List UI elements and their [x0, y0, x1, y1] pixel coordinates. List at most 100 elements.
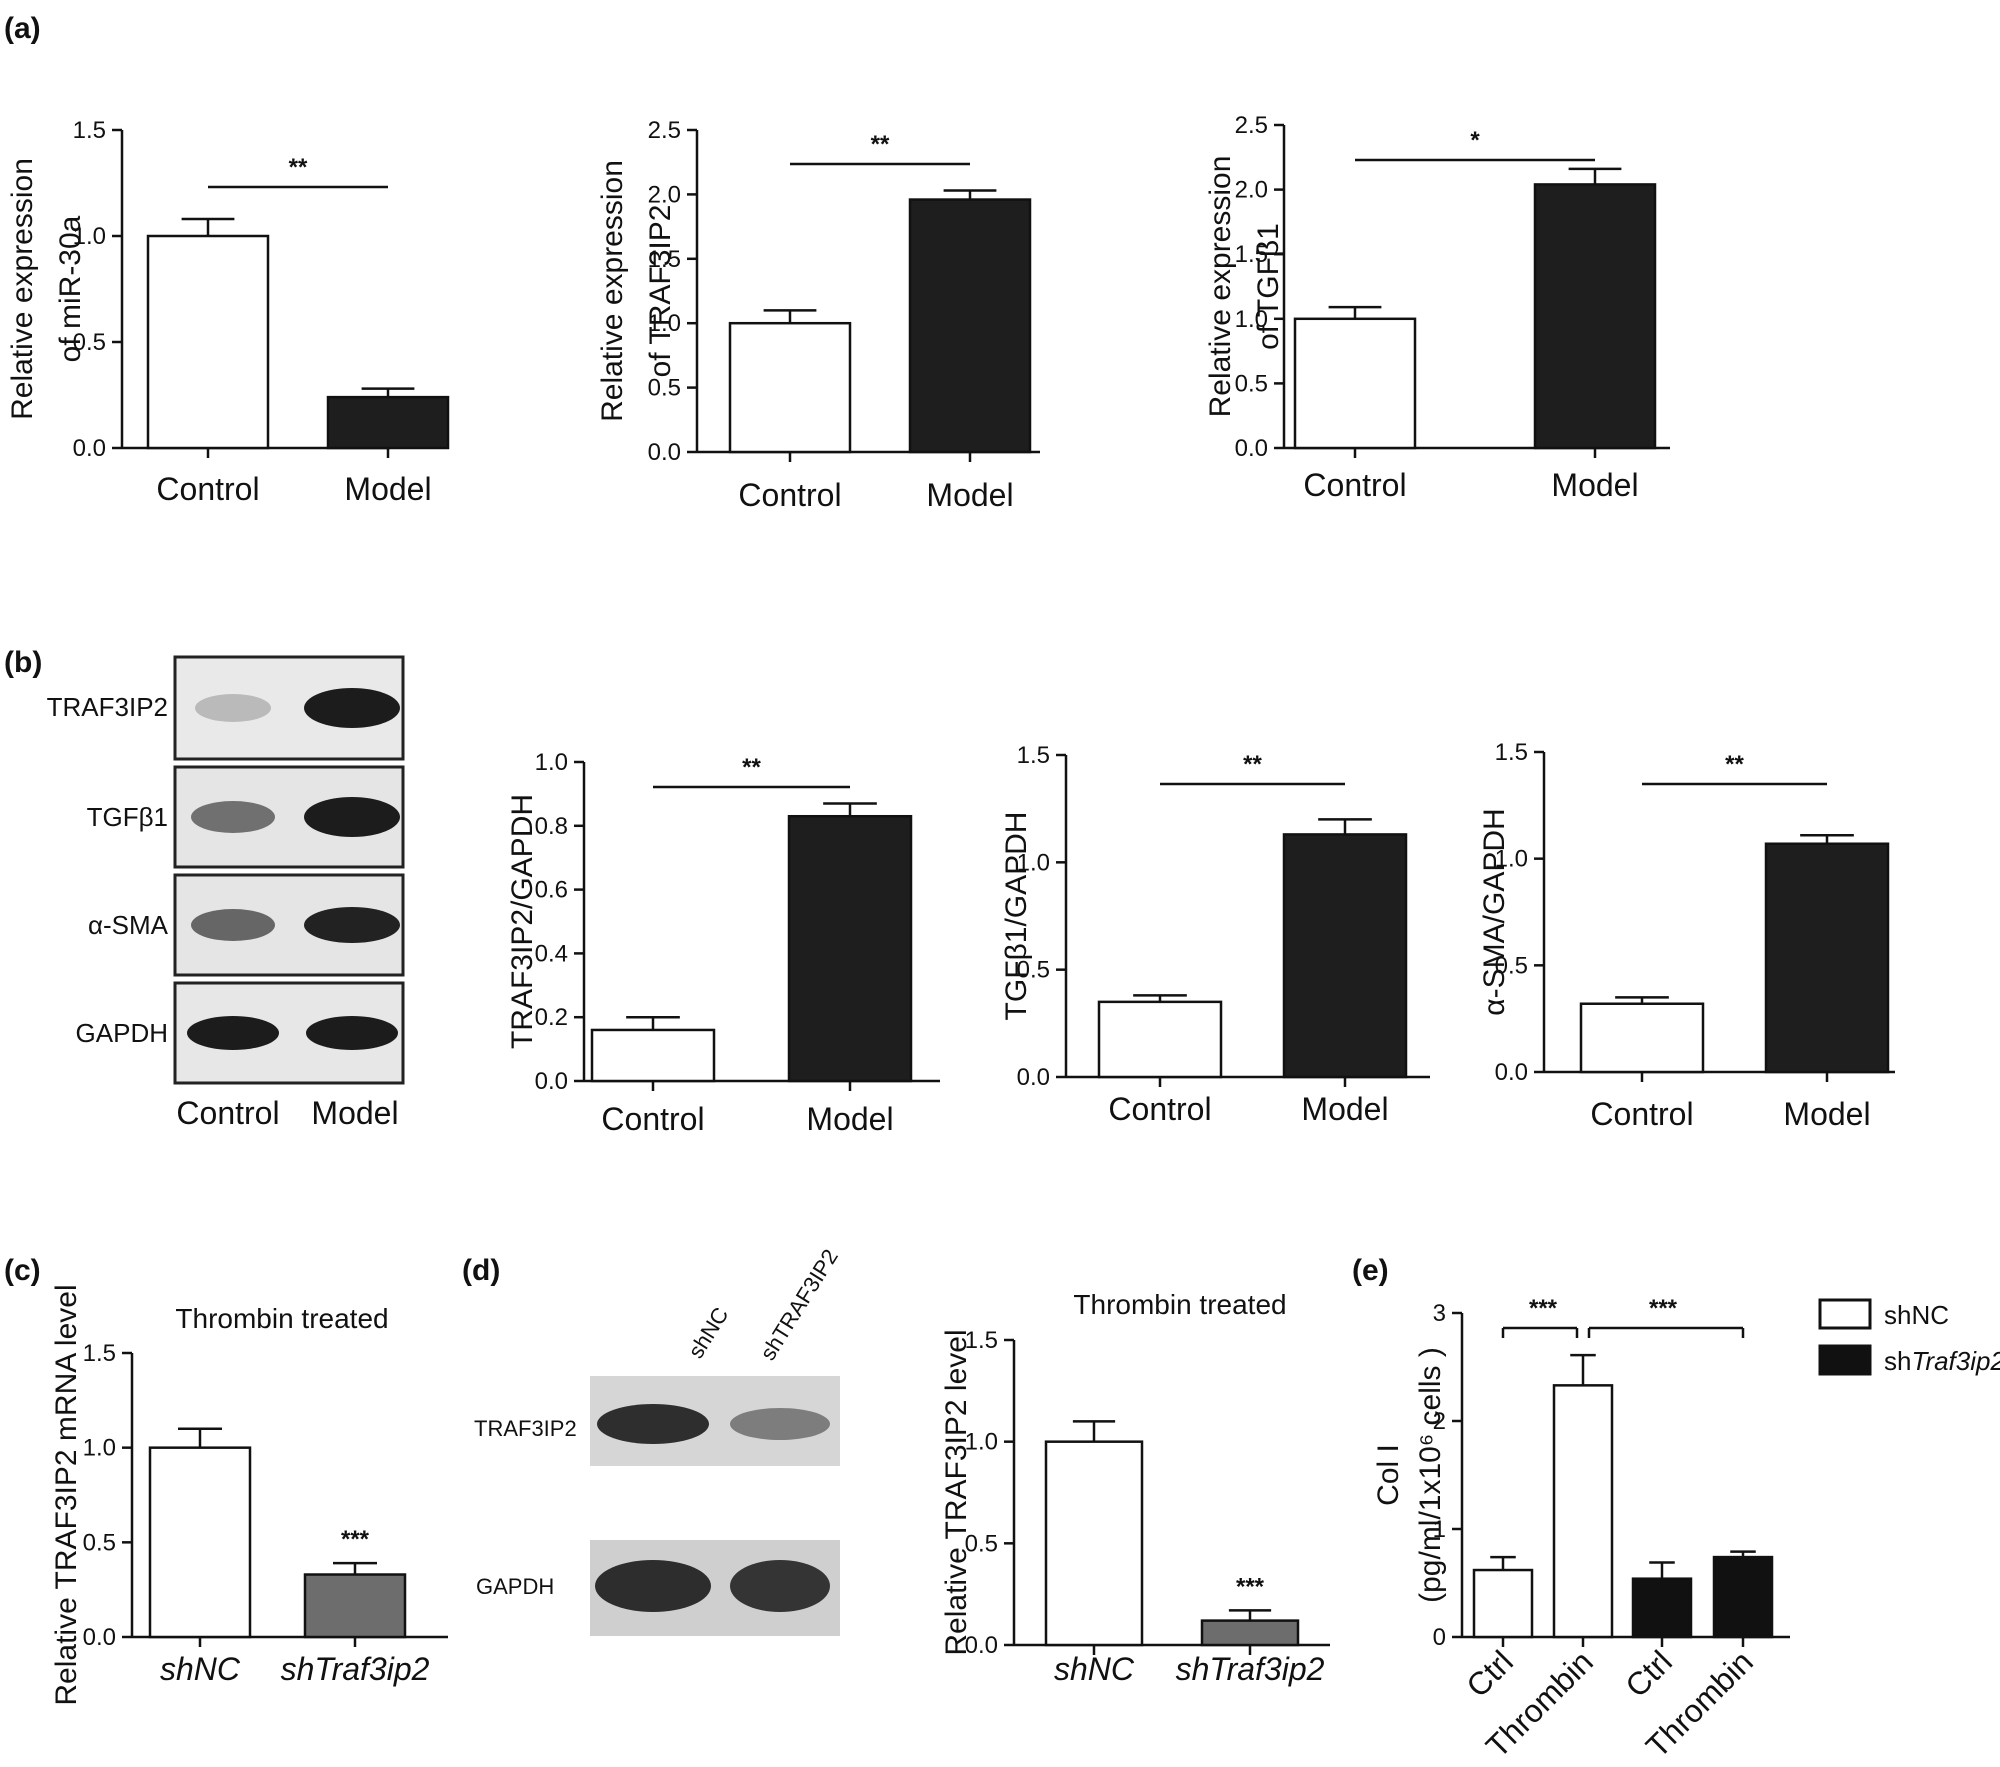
y-tick-label: 1.5 [965, 1327, 998, 1354]
y-axis-label: Relative expression [1204, 156, 1237, 418]
chart-title: Thrombin treated [175, 1303, 388, 1334]
wb-d-lane-label: shNC [683, 1303, 733, 1363]
wb-d-band [595, 1560, 711, 1612]
y-axis-label: Relative TRAF3IP2 level [940, 1329, 973, 1655]
y-tick-label: 1.5 [1495, 739, 1528, 766]
category-label: Model [1551, 467, 1638, 503]
y-tick-label: 1.5 [648, 246, 681, 273]
y-axis-label: Relative TRAF3IP2 mRNA level [50, 1284, 83, 1705]
y-tick-label: 2.5 [648, 117, 681, 144]
bar [1631, 1577, 1693, 1639]
legend-e: shNC shTraf3ip2 [1818, 1298, 2000, 1376]
bar [1472, 1568, 1534, 1639]
y-tick-label: 2.0 [1235, 177, 1268, 204]
category-label: shTraf3ip2 [281, 1651, 430, 1687]
category-label: Ctrl [1459, 1643, 1520, 1704]
category-label: Model [806, 1101, 893, 1137]
y-tick-label: 0.6 [535, 877, 568, 904]
legend-label-italic: Traf3ip2 [1911, 1346, 2000, 1376]
y-tick-label: 1.5 [83, 1340, 116, 1367]
bar [590, 1028, 716, 1083]
bar [787, 814, 913, 1083]
panel-label-e: (e) [1352, 1254, 1389, 1287]
significance-label: ** [1725, 751, 1744, 778]
category-label: Control [738, 477, 841, 513]
chart-title: Thrombin treated [1073, 1289, 1286, 1320]
significance-label: *** [341, 1526, 370, 1553]
wb-d-band [597, 1404, 709, 1444]
y-tick-label: 1.0 [1235, 306, 1268, 333]
y-tick-label: 0.5 [1017, 957, 1050, 984]
y-tick-label: 0.0 [83, 1624, 116, 1651]
wb-d-lane-label: shTRAF3IP2 [755, 1245, 843, 1365]
y-tick-label: 2.0 [648, 181, 681, 208]
panel-label-d: (d) [462, 1254, 500, 1287]
category-label: Control [1303, 467, 1406, 503]
significance-label: *** [1529, 1295, 1558, 1322]
y-tick-label: 1.0 [1017, 849, 1050, 876]
wb-b-row-label: α-SMA [88, 910, 169, 940]
y-tick-label: 1.0 [73, 223, 106, 250]
wb-b-band [306, 1016, 398, 1050]
wb-b-band [191, 909, 275, 941]
y-axis-label: of TRAF3IP2 [644, 205, 677, 378]
panel-label-b: (b) [4, 646, 42, 679]
y-tick-label: 0.0 [965, 1632, 998, 1659]
y-axis-label: of miR-30a [54, 215, 87, 362]
y-tick-label: 1.0 [1495, 846, 1528, 873]
wb-b-row-label: GAPDH [76, 1018, 168, 1048]
category-label: Model [926, 477, 1013, 513]
y-axis-label: α-SMA/GAPDH [1478, 808, 1511, 1015]
western-blot-d: TRAF3IP2 GAPDH shNC shTRAF3IP2 [474, 1245, 843, 1636]
bar [1097, 1000, 1223, 1079]
legend-label-shnc: shNC [1884, 1300, 1949, 1330]
category-label: Control [601, 1101, 704, 1137]
bar [1552, 1384, 1614, 1639]
wb-b-band [191, 801, 275, 833]
y-tick-label: 2 [1433, 1408, 1446, 1435]
category-label: Control [1590, 1096, 1693, 1132]
y-tick-label: 0.0 [1017, 1064, 1050, 1091]
wb-b-row-label: TRAF3IP2 [47, 692, 168, 722]
significance-label: ** [1243, 751, 1262, 778]
bar [1712, 1555, 1774, 1639]
wb-b-row-label: TGFβ1 [87, 802, 168, 832]
bar [1200, 1619, 1300, 1647]
y-tick-label: 1.0 [648, 310, 681, 337]
wb-b-band [304, 688, 400, 728]
bar [1282, 833, 1408, 1079]
significance-label: *** [1649, 1295, 1678, 1322]
bar [326, 395, 450, 450]
y-axis-label: (pg/ml/1x10⁶ cells ) [1414, 1347, 1447, 1603]
y-axis-label: of TGFβ1 [1252, 223, 1285, 350]
bar [1293, 317, 1417, 450]
wb-d-row-label: TRAF3IP2 [474, 1416, 577, 1441]
y-tick-label: 1.0 [535, 749, 568, 776]
y-tick-label: 0.5 [83, 1529, 116, 1556]
legend-swatch-shnc [1818, 1298, 1872, 1330]
legend-label-prefix: sh [1884, 1346, 1911, 1376]
significance-label: ** [742, 754, 761, 781]
y-tick-label: 0.0 [1235, 435, 1268, 462]
y-tick-label: 0.5 [648, 375, 681, 402]
y-axis-label: TGFβ1/GAPDH [1000, 812, 1033, 1021]
y-tick-label: 1.0 [83, 1435, 116, 1462]
bar [1533, 183, 1657, 450]
significance-label: * [1470, 127, 1480, 154]
panel-label-c: (c) [4, 1254, 41, 1287]
y-tick-label: 1 [1433, 1516, 1446, 1543]
wb-b-band [304, 797, 400, 837]
category-label: Control [1108, 1091, 1211, 1127]
y-axis-label: Relative expression [596, 160, 629, 422]
significance-label: ** [871, 131, 890, 158]
bar [1579, 1002, 1705, 1074]
bar [1764, 842, 1890, 1074]
bar [146, 234, 270, 450]
significance-label: *** [1236, 1573, 1265, 1600]
legend-swatch-shtraf3ip2 [1818, 1344, 1872, 1376]
wb-b-band [304, 907, 400, 943]
category-label: shNC [1054, 1651, 1135, 1687]
bar [908, 198, 1032, 454]
y-axis-label: Col I [1372, 1444, 1405, 1506]
y-tick-label: 1.5 [73, 117, 106, 144]
